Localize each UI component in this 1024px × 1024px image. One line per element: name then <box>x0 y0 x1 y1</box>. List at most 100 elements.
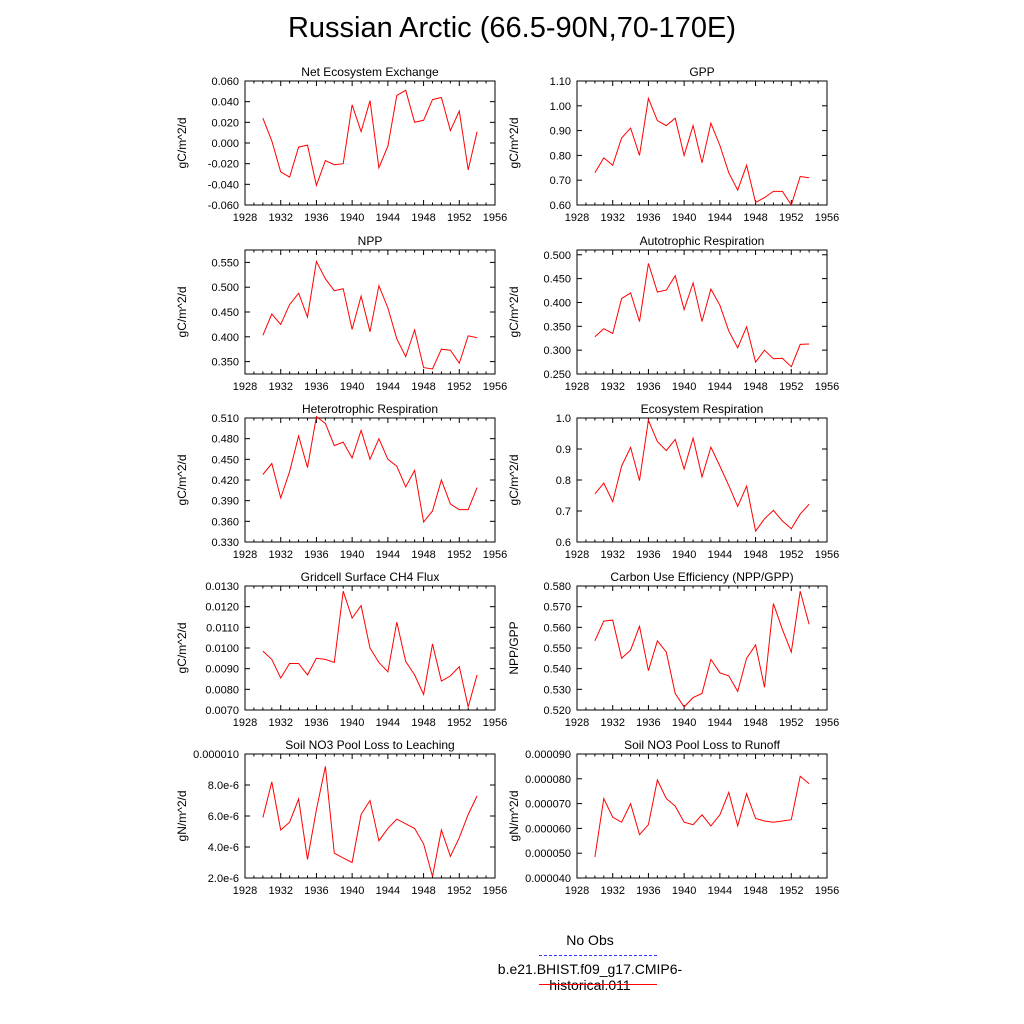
x-tick-label: 1952 <box>779 212 803 224</box>
y-tick-label: 0.500 <box>543 250 571 262</box>
x-tick-label: 1952 <box>779 717 803 729</box>
y-tick-label: 8.0e-6 <box>208 780 239 792</box>
x-tick-label: 1932 <box>268 549 292 561</box>
x-tick-label: 1932 <box>600 717 624 729</box>
y-tick-label: 0.450 <box>211 454 239 466</box>
x-tick-label: 1944 <box>376 717 400 729</box>
chart-panel: Ecosystem Respiration gC/m^2/d 1928 1932 193… <box>507 402 839 561</box>
y-tick-label: 4.0e-6 <box>208 842 239 854</box>
y-tick-label: 0.60 <box>550 200 571 212</box>
x-tick-label: 1932 <box>600 212 624 224</box>
y-tick-label: 0.000070 <box>525 799 571 811</box>
y-tick-label: 0.360 <box>211 516 239 528</box>
legend-label-no-obs: No Obs <box>566 932 614 948</box>
y-tick-label: 0.450 <box>211 307 239 319</box>
x-tick-label: 1928 <box>233 381 257 393</box>
y-axis-label: gN/m^2/d <box>507 791 521 842</box>
y-tick-label: 0.0100 <box>205 643 239 655</box>
x-tick-label: 1956 <box>483 549 507 561</box>
x-tick-label: 1928 <box>565 212 589 224</box>
x-tick-label: 1952 <box>447 381 471 393</box>
y-tick-label: 0.0080 <box>205 684 239 696</box>
y-tick-label: -0.040 <box>208 179 239 191</box>
x-tick-label: 1956 <box>815 717 839 729</box>
series-line <box>594 263 810 368</box>
x-tick-label: 1952 <box>779 381 803 393</box>
y-tick-label: 0.0070 <box>205 705 239 717</box>
x-tick-label: 1936 <box>304 381 328 393</box>
y-tick-label: 2.0e-6 <box>208 873 239 885</box>
y-tick-label: 0.70 <box>550 175 571 187</box>
y-tick-label: 0.540 <box>543 664 571 676</box>
x-tick-label: 1928 <box>233 549 257 561</box>
x-tick-label: 1944 <box>376 549 400 561</box>
plot-frame <box>244 417 496 543</box>
x-tick-label: 1940 <box>340 717 364 729</box>
x-tick-label: 1940 <box>340 212 364 224</box>
chart-panel: Soil NO3 Pool Loss to Leaching gN/m^2/d 19… <box>175 738 507 897</box>
x-tick-label: 1952 <box>447 212 471 224</box>
x-tick-label: 1956 <box>483 212 507 224</box>
y-axis-label: NPP/GPP <box>507 621 521 674</box>
panel-title: Soil NO3 Pool Loss to Runoff <box>624 738 781 752</box>
x-tick-label: 1936 <box>304 549 328 561</box>
y-tick-label: 0.8 <box>556 475 571 487</box>
y-axis-label: gC/m^2/d <box>175 118 189 169</box>
x-tick-label: 1940 <box>672 212 696 224</box>
x-tick-label: 1944 <box>708 381 732 393</box>
chart-panel: Gridcell Surface CH4 Flux gC/m^2/d 1928 193… <box>175 570 507 729</box>
y-tick-label: 0.510 <box>211 413 239 425</box>
x-tick-label: 1952 <box>779 885 803 897</box>
chart-panel: Autotrophic Respiration gC/m^2/d 1928 1932 1… <box>507 234 839 393</box>
x-tick-label: 1928 <box>565 549 589 561</box>
x-tick-label: 1956 <box>483 381 507 393</box>
x-tick-label: 1932 <box>600 381 624 393</box>
x-tick-label: 1940 <box>672 549 696 561</box>
y-tick-label: 0.250 <box>543 369 571 381</box>
legend-line-no-obs <box>539 955 657 956</box>
y-tick-label: 0.000050 <box>525 848 571 860</box>
panel-title: NPP <box>358 234 383 248</box>
series-line <box>594 775 810 857</box>
panel-title: Gridcell Surface CH4 Flux <box>301 570 440 584</box>
x-tick-label: 1940 <box>672 381 696 393</box>
series-line <box>594 418 810 533</box>
y-tick-label: 0.040 <box>211 97 239 109</box>
y-tick-label: 0.570 <box>543 602 571 614</box>
y-tick-label: 0.0090 <box>205 664 239 676</box>
x-tick-label: 1952 <box>447 549 471 561</box>
y-tick-label: 0.000080 <box>525 774 571 786</box>
y-tick-label: 0.550 <box>543 643 571 655</box>
x-tick-label: 1928 <box>233 212 257 224</box>
x-tick-label: 1948 <box>411 381 435 393</box>
x-tick-label: 1948 <box>743 885 767 897</box>
y-tick-label: 0.400 <box>211 332 239 344</box>
y-tick-label: 0.90 <box>550 126 571 138</box>
plot-frame <box>576 249 828 375</box>
x-tick-label: 1932 <box>600 885 624 897</box>
x-tick-label: 1932 <box>600 549 624 561</box>
legend-line-model <box>539 984 657 985</box>
x-tick-label: 1944 <box>376 212 400 224</box>
series-line <box>262 591 478 708</box>
series-line <box>262 415 478 524</box>
y-tick-label: 0.0110 <box>206 622 239 634</box>
y-tick-label: 0.330 <box>211 537 239 549</box>
chart-panel: NPP gC/m^2/d 1928 1932 1936 1940 1944 1948 1952 1… <box>175 234 507 393</box>
x-tick-label: 1948 <box>743 549 767 561</box>
y-tick-label: 0.000040 <box>525 873 571 885</box>
panel-title: Autotrophic Respiration <box>640 234 765 248</box>
x-tick-label: 1944 <box>376 381 400 393</box>
x-tick-label: 1932 <box>268 717 292 729</box>
x-tick-label: 1956 <box>815 212 839 224</box>
y-tick-label: 0.0130 <box>205 581 239 593</box>
x-tick-label: 1956 <box>815 885 839 897</box>
series-line <box>262 89 478 188</box>
y-tick-label: 0.80 <box>550 150 571 162</box>
y-tick-label: 0.350 <box>211 357 239 369</box>
x-tick-label: 1952 <box>447 885 471 897</box>
x-tick-label: 1948 <box>411 885 435 897</box>
plot-frame <box>244 753 496 879</box>
plot-frame <box>244 249 496 375</box>
x-tick-label: 1928 <box>233 885 257 897</box>
